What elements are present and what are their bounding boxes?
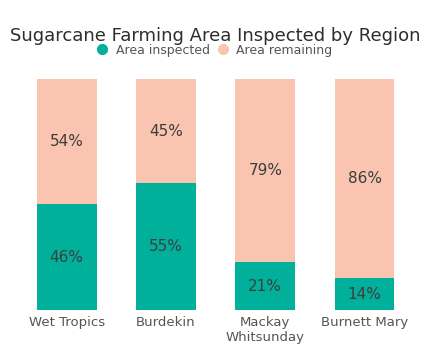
Legend: Area inspected, Area remaining: Area inspected, Area remaining — [99, 44, 331, 57]
Bar — [334, 79, 394, 278]
Text: 21%: 21% — [248, 279, 282, 294]
Bar — [37, 204, 96, 310]
Text: 45%: 45% — [149, 124, 182, 139]
Text: 54%: 54% — [50, 134, 83, 149]
Text: 86%: 86% — [347, 171, 381, 186]
Title: Sugarcane Farming Area Inspected by Region: Sugarcane Farming Area Inspected by Regi… — [10, 26, 420, 44]
Text: 14%: 14% — [347, 287, 380, 302]
Bar — [235, 79, 294, 262]
Bar — [136, 183, 196, 310]
Text: 46%: 46% — [49, 250, 83, 265]
Bar — [235, 262, 294, 310]
Bar — [37, 79, 96, 204]
Text: 55%: 55% — [149, 239, 182, 255]
Bar — [334, 278, 394, 310]
Text: 79%: 79% — [248, 163, 282, 178]
Bar — [136, 79, 196, 183]
